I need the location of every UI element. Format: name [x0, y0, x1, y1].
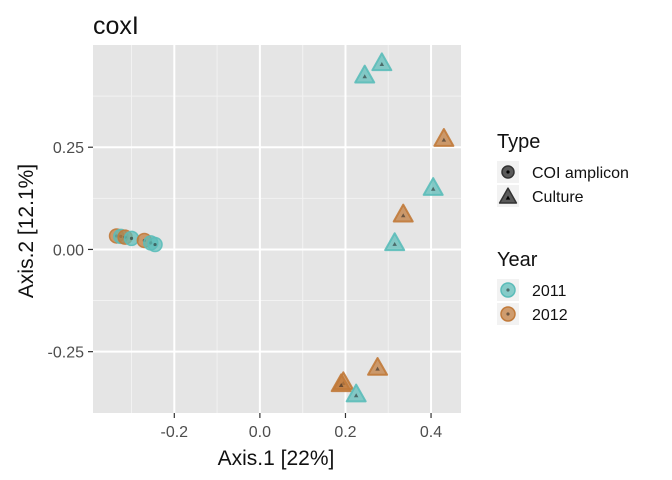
data-point-triangle — [345, 383, 367, 403]
data-point-triangle — [433, 128, 455, 147]
x-axis-title: Axis.1 [22%] — [218, 447, 335, 470]
legend-label: 2012 — [532, 307, 568, 324]
data-point-triangle — [384, 232, 406, 252]
data-point-center-dot — [353, 393, 359, 398]
data-point-triangle — [367, 357, 389, 376]
data-point-center-dot — [129, 236, 134, 241]
x-tick-label: -0.2 — [161, 424, 189, 441]
data-point-center-dot — [153, 242, 157, 247]
plot-panel — [93, 45, 461, 413]
x-tick-label: 0.0 — [249, 424, 271, 441]
legend-key-triangle — [498, 187, 518, 204]
x-tick-label: 0.2 — [334, 424, 356, 441]
plot-area: -0.2 0.0 0.2 0.4 0.25 0.00 -0.25 — [48, 45, 461, 441]
data-point-center-dot — [392, 241, 397, 246]
data-point-triangle — [422, 177, 444, 196]
legend-label: 2011 — [532, 283, 567, 300]
y-tick-label: 0.00 — [53, 242, 84, 259]
data-point-triangle — [354, 64, 376, 84]
data-point-center-dot — [338, 383, 344, 387]
data-point-triangle — [371, 52, 393, 72]
data-point-triangle — [330, 373, 352, 393]
data-point-center-dot — [362, 74, 367, 79]
y-axis-title: Axis.2 [12.1%] — [15, 164, 38, 298]
data-point-center-dot — [400, 213, 406, 218]
legend-label: Culture — [532, 189, 584, 206]
legend-title: Year — [497, 249, 538, 271]
legend-key-dot — [506, 288, 510, 292]
chart-title: coxI — [93, 12, 139, 40]
legend-key-dot — [505, 195, 511, 200]
legend-label: COI amplicon — [532, 165, 629, 182]
y-tick-label: 0.25 — [53, 140, 84, 157]
data-point-center-dot — [379, 62, 385, 66]
legend-key-dot — [506, 170, 510, 174]
legend: Type COI amplicon Culture Year 2011 2012 — [497, 131, 629, 325]
y-tick-label: -0.25 — [48, 345, 85, 362]
legend-key-dot — [506, 312, 510, 316]
x-tick-label: 0.4 — [420, 424, 442, 441]
data-point-center-dot — [430, 186, 436, 191]
data-point-triangle — [392, 203, 414, 223]
legend-title: Type — [497, 131, 540, 153]
data-point-center-dot — [375, 366, 380, 371]
data-point-center-dot — [441, 137, 447, 142]
